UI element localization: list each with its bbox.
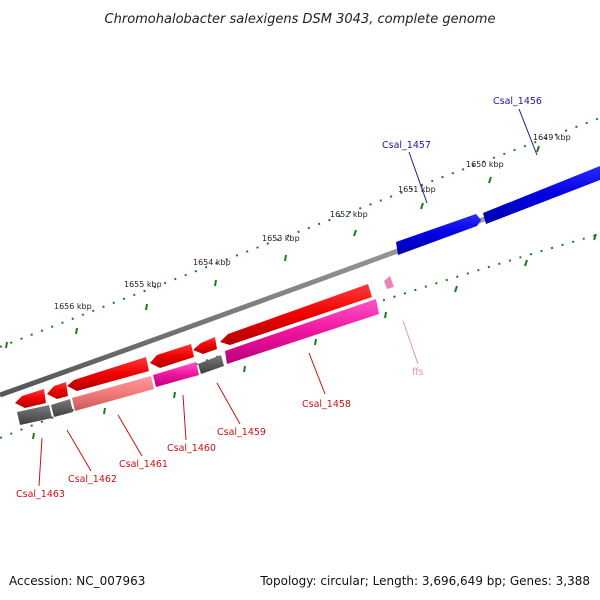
leader-csal-1462	[66, 429, 92, 472]
gene-csal-1460-arrow	[150, 344, 194, 368]
gene-label-csal-1457: Csal_1457	[382, 140, 431, 151]
kbp-label: 1651 kbp	[398, 185, 436, 194]
kbp-label: 1649 kbp	[533, 133, 571, 142]
leader-csal-1460	[182, 394, 187, 441]
kbp-label: 1650 kbp	[466, 160, 504, 169]
gene-csal-1463-inner	[17, 405, 52, 425]
accession-text: Accession: NC_007963	[9, 574, 146, 588]
map-title: Chromohalobacter salexigens DSM 3043, co…	[105, 12, 496, 27]
kbp-label: 1655 kbp	[124, 280, 162, 289]
gene-csal-1456-arrow	[483, 166, 600, 224]
gene-label-csal-1460: Csal_1460	[167, 443, 216, 454]
kbp-labels: 1649 kbp 1650 kbp 1651 kbp 1652 kbp 1653…	[54, 133, 571, 311]
kbp-tick-1655	[145, 303, 148, 311]
gene-csal-1458-arrow	[220, 284, 372, 345]
gene-csal-1459-arrow	[193, 337, 217, 354]
genome-summary-text: Topology: circular; Length: 3,696,649 bp…	[260, 574, 590, 588]
gene-ffs-arrow	[384, 276, 394, 289]
leader-csal-1458	[308, 352, 326, 395]
forward-strand-genes	[396, 166, 600, 255]
kbp-tick-1651	[420, 202, 424, 210]
gene-label-csal-1462: Csal_1462	[68, 474, 117, 485]
gene-label-ffs: ffs	[412, 367, 424, 378]
kbp-label: 1656 kbp	[54, 302, 92, 311]
upper-ruler	[0, 117, 600, 349]
kbp-tick-1656	[75, 327, 78, 335]
gene-label-csal-1461: Csal_1461	[119, 459, 168, 470]
gene-label-csal-1459: Csal_1459	[217, 427, 266, 438]
kbp-tick-1650	[488, 176, 492, 184]
kbp-label: 1654 kbp	[193, 258, 231, 267]
gene-csal-1458-inner	[225, 299, 379, 364]
gene-label-csal-1463: Csal_1463	[16, 489, 65, 500]
gene-csal-1462-arrow	[47, 382, 68, 399]
leader-csal-1456	[518, 108, 538, 156]
gene-label-csal-1458: Csal_1458	[302, 399, 351, 410]
gene-csal-1462-inner	[51, 399, 73, 417]
gene-csal-1463-arrow	[15, 389, 46, 408]
reverse-strand-red-genes	[15, 284, 372, 408]
leader-ffs	[402, 320, 419, 365]
gene-csal-1460-inner	[153, 362, 199, 387]
reverse-strand-inner-genes	[17, 299, 379, 425]
kbp-tick-1649	[536, 145, 540, 153]
gene-csal-1457-arrow	[396, 214, 481, 255]
gene-labels: Csal_1456 Csal_1457 ffs Csal_1458 Csal_1…	[16, 96, 542, 500]
kbp-tick-1652	[353, 229, 357, 237]
gene-label-csal-1456: Csal_1456	[493, 96, 542, 107]
kbp-label: 1652 kbp	[330, 210, 368, 219]
kbp-label: 1653 kbp	[262, 234, 300, 243]
kbp-tick-1654	[214, 279, 217, 287]
leader-csal-1457	[408, 151, 428, 204]
gene-csal-1461-inner	[72, 376, 154, 411]
leader-csal-1461	[117, 414, 143, 457]
label-leaders	[38, 108, 538, 487]
leader-csal-1463	[38, 437, 43, 487]
kbp-tick-1653	[284, 254, 287, 262]
leader-csal-1459	[216, 382, 241, 425]
gene-csal-1461-arrow	[67, 357, 149, 391]
gene-csal-1459-inner	[198, 355, 224, 374]
